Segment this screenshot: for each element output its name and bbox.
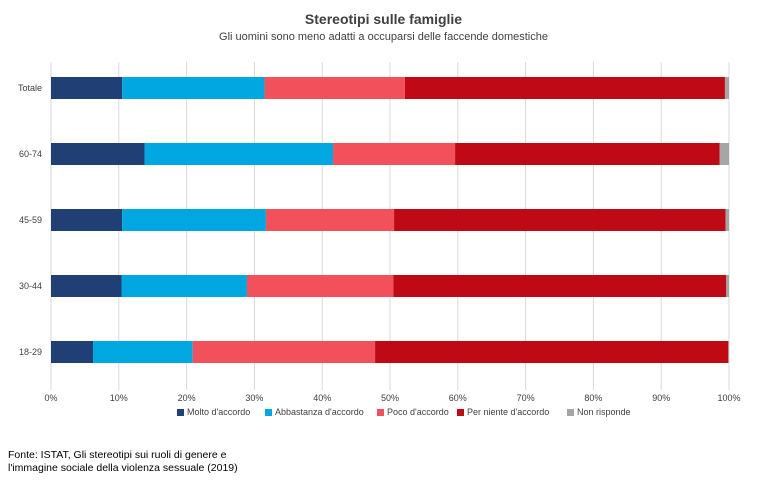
bar-segment (726, 275, 729, 297)
legend-label: Molto d'accordo (187, 407, 250, 417)
bar-segment (265, 209, 395, 231)
legend-swatch (177, 409, 184, 416)
category-label: Totale (18, 83, 42, 93)
bar-segment (51, 77, 123, 99)
legend-swatch (265, 409, 272, 416)
bar-segment (728, 341, 729, 363)
bar-segment (51, 143, 145, 165)
bar-segment (333, 143, 456, 165)
x-tick-label: 0% (44, 393, 57, 403)
bar-segment (192, 341, 376, 363)
bar-segment (724, 77, 729, 99)
chart-title: Stereotipi sulle famiglie (304, 11, 463, 27)
x-tick-label: 10% (110, 393, 128, 403)
bar-segment (51, 209, 123, 231)
bar-segment (393, 275, 727, 297)
x-tick-label: 40% (313, 393, 331, 403)
bar-segment (93, 341, 193, 363)
x-tick-label: 90% (652, 393, 670, 403)
stacked-bar-chart: 0% 10% 20% 30% 40% 50% 60% 70% 80% 90% 100% Totale 6… (18, 62, 741, 417)
x-tick-label: 20% (178, 393, 196, 403)
legend-swatch (377, 409, 384, 416)
legend-swatch (457, 409, 464, 416)
bar-segment (394, 209, 726, 231)
legend-label: Abbastanza d'accordo (275, 407, 364, 417)
chart-subtitle: Gli uomini sono meno adatti a occuparsi … (219, 31, 548, 43)
bar-segment (375, 341, 729, 363)
category-label: 18-29 (19, 347, 42, 357)
category-label: 60-74 (19, 149, 42, 159)
legend-label: Per niente d'accordo (467, 407, 549, 417)
x-tick-label: 50% (381, 393, 399, 403)
bar-segment (51, 275, 122, 297)
bar-segment (404, 77, 725, 99)
bar-segment (725, 209, 729, 231)
bar-segment (264, 77, 405, 99)
bar-segment (455, 143, 720, 165)
x-tick-label: 70% (517, 393, 535, 403)
legend-swatch (567, 409, 574, 416)
source-note: Fonte: ISTAT, Gli stereotipi sui ruoli d… (8, 449, 238, 474)
bar-segment (719, 143, 729, 165)
x-tick-label: 30% (245, 393, 263, 403)
x-tick-label: 100% (717, 393, 740, 403)
bar-segment (122, 209, 266, 231)
x-tick-label: 60% (449, 393, 467, 403)
bar-segment (51, 341, 94, 363)
category-label: 30-44 (19, 281, 42, 291)
bar-segment (144, 143, 334, 165)
category-label: 45-59 (19, 215, 42, 225)
legend-label: Poco d'accordo (387, 407, 449, 417)
bar-segment (246, 275, 394, 297)
bar-segment (122, 77, 265, 99)
bar-segment (121, 275, 247, 297)
legend-label: Non risponde (577, 407, 631, 417)
x-tick-label: 80% (584, 393, 602, 403)
